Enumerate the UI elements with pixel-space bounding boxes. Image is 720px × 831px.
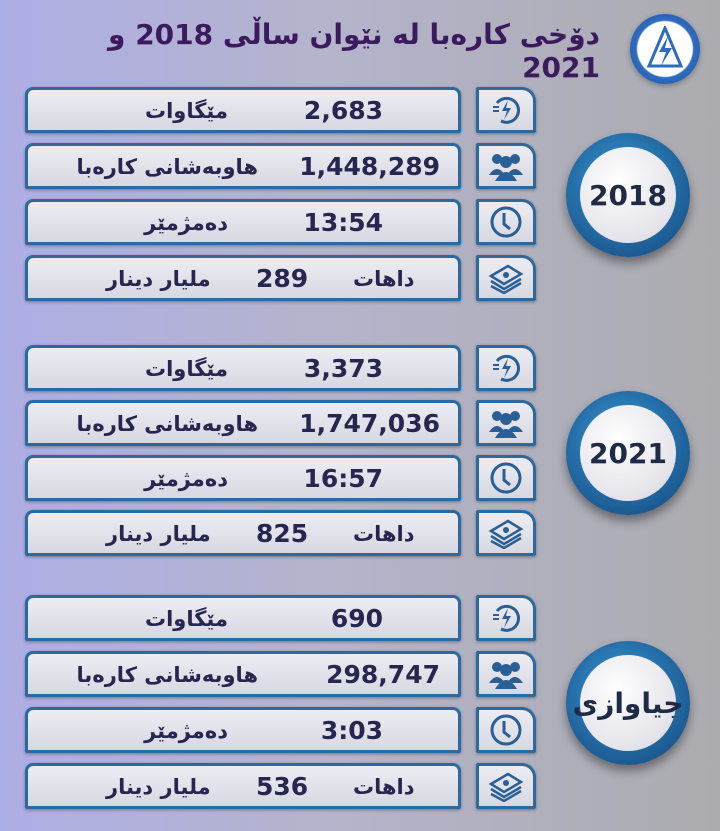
stat-unit: مليار دينار <box>106 267 211 291</box>
stat-value: 298,747 <box>326 660 440 689</box>
stat-label: دەمژمێر <box>144 211 228 235</box>
stat-row: داهات 289 مليار دينار <box>25 255 461 301</box>
year-badge: جیاوازی <box>566 641 690 765</box>
clock-icon <box>476 707 536 753</box>
stat-row: 1,448,289 هاوبەشانی کارەبا <box>25 143 461 189</box>
stat-row: داهات 536 مليار دينار <box>25 763 461 809</box>
stat-label: داهات <box>353 267 415 291</box>
stat-row: 1,747,036 هاوبەشانی کارەبا <box>25 400 461 446</box>
stat-value: 536 <box>256 772 309 801</box>
stat-label: مێگاوات <box>144 99 228 123</box>
page-title: دۆخی کارەبا لە نێوان ساڵی 2018 و 2021 <box>108 18 600 84</box>
stat-label: هاوبەشانی کارەبا <box>76 412 258 436</box>
users-icon <box>476 400 536 446</box>
year-badge: 2021 <box>566 391 690 515</box>
stat-row: 690 مێگاوات <box>25 595 461 641</box>
year-badge-label: جیاوازی <box>573 655 683 751</box>
stat-value: 3:03 <box>320 716 383 745</box>
stat-label: داهات <box>353 522 415 546</box>
stat-row: 2,683 مێگاوات <box>25 87 461 133</box>
stat-value: 3,373 <box>303 354 383 383</box>
power-bolt-icon <box>476 87 536 133</box>
stat-label: مێگاوات <box>144 357 228 381</box>
stat-unit: مليار دينار <box>106 522 211 546</box>
stat-value: 13:54 <box>303 208 383 237</box>
users-icon <box>476 143 536 189</box>
stat-value: 690 <box>330 604 383 633</box>
stat-label: دەمژمێر <box>144 719 228 743</box>
clock-icon <box>476 199 536 245</box>
money-stack-icon <box>476 510 536 556</box>
power-bolt-icon <box>476 595 536 641</box>
stat-value: 1,747,036 <box>299 409 440 438</box>
stat-row: 3:03 دەمژمێر <box>25 707 461 753</box>
stat-row: 13:54 دەمژمێر <box>25 199 461 245</box>
users-icon <box>476 651 536 697</box>
stat-row: داهات 825 مليار دينار <box>25 510 461 556</box>
stat-label: مێگاوات <box>144 607 228 631</box>
logo <box>630 14 700 84</box>
stat-value: 2,683 <box>303 96 383 125</box>
stat-row: 16:57 دەمژمێر <box>25 455 461 501</box>
stat-value: 16:57 <box>303 464 383 493</box>
money-stack-icon <box>476 763 536 809</box>
stat-row: 298,747 هاوبەشانی کارەبا <box>25 651 461 697</box>
power-bolt-icon <box>476 345 536 391</box>
money-stack-icon <box>476 255 536 301</box>
stat-label: هاوبەشانی کارەبا <box>76 155 258 179</box>
lightning-logo-icon <box>646 26 684 68</box>
stat-unit: مليار دينار <box>106 775 211 799</box>
clock-icon <box>476 455 536 501</box>
year-badge-label: 2021 <box>580 405 676 501</box>
stat-value: 1,448,289 <box>299 152 440 181</box>
year-badge: 2018 <box>566 133 690 257</box>
stat-label: دەمژمێر <box>144 467 228 491</box>
stat-value: 289 <box>256 264 309 293</box>
stat-value: 825 <box>256 519 309 548</box>
stat-row: 3,373 مێگاوات <box>25 345 461 391</box>
year-badge-label: 2018 <box>580 147 676 243</box>
stat-label: داهات <box>353 775 415 799</box>
stat-label: هاوبەشانی کارەبا <box>76 663 258 687</box>
